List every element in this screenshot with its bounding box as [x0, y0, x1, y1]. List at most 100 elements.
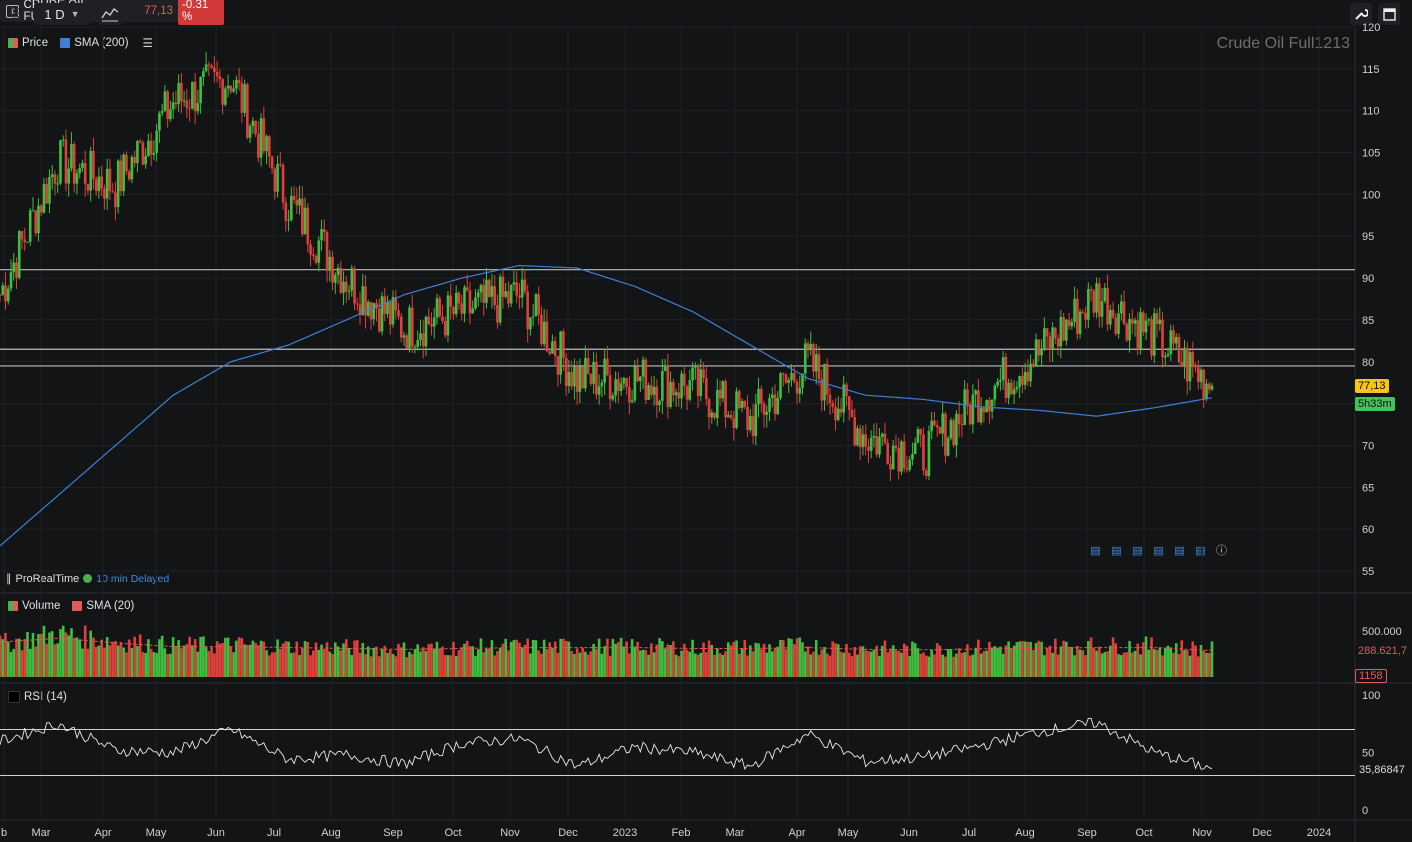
candle-body	[1095, 283, 1098, 313]
y-tick-label: 70	[1362, 440, 1374, 452]
event-icon[interactable]: ▤	[1174, 545, 1185, 557]
legend-sma200-label[interactable]: SMA (200)	[74, 37, 129, 49]
volume-bar	[465, 640, 469, 677]
toolbar: ⠿ 1 D ▼ i CRUDE OIL FULL1213 77,13 -0.31…	[0, 0, 1412, 28]
timeframe-select[interactable]: 1 D ▼	[34, 3, 90, 25]
candle-body	[262, 118, 266, 152]
volume-bar	[144, 652, 147, 677]
candle-body	[320, 229, 323, 241]
volume-bar	[699, 652, 703, 677]
candle-body	[1166, 354, 1170, 356]
volume-bar	[1034, 642, 1038, 677]
volume-bar	[443, 655, 447, 677]
list-icon[interactable]: ☰	[142, 38, 153, 50]
candle-body	[413, 346, 417, 348]
volume-bar	[1139, 654, 1142, 677]
candle-body	[229, 85, 233, 92]
info-icon[interactable]: ⓘ	[1216, 545, 1227, 557]
x-tick-label: Dec	[1252, 827, 1272, 839]
candle-body	[344, 281, 348, 292]
volume-bar	[103, 647, 106, 677]
candle-body	[617, 379, 620, 392]
candle-body	[1207, 383, 1211, 390]
candle-body	[358, 304, 362, 316]
volume-bar	[952, 656, 955, 677]
volume-bar	[628, 653, 631, 677]
volume-bar	[1092, 647, 1096, 677]
candle-body	[523, 279, 527, 292]
volume-bar	[295, 641, 299, 677]
event-icon[interactable]: ▤	[1132, 545, 1143, 557]
candle-body	[705, 378, 708, 400]
candle-body	[452, 306, 455, 315]
candle-body	[1029, 363, 1032, 382]
candle-body	[446, 295, 450, 336]
candle-body	[1128, 318, 1131, 341]
candle-body	[1045, 328, 1049, 337]
volume-bar	[765, 652, 769, 677]
legend-volume-sma-label[interactable]: SMA (20)	[86, 600, 135, 612]
event-icon[interactable]: ▤	[1090, 545, 1101, 557]
candle-body	[9, 272, 13, 289]
legend-price-label[interactable]: Price	[22, 37, 49, 49]
candle-body	[325, 232, 329, 271]
volume-bar	[930, 649, 933, 677]
candle-body	[243, 84, 246, 113]
candle-body	[188, 108, 191, 110]
candle-body	[394, 297, 398, 311]
candle-body	[858, 428, 862, 448]
candle-body	[889, 463, 892, 470]
candle-body	[1150, 319, 1153, 356]
candle-body	[861, 434, 865, 448]
info-icon[interactable]: i	[6, 4, 19, 18]
volume-bar	[100, 639, 103, 677]
volume-bar	[270, 652, 274, 677]
candle-body	[595, 361, 598, 395]
volume-bar	[507, 650, 510, 677]
candle-body	[801, 373, 804, 389]
candle-body	[823, 363, 826, 401]
candle-body	[498, 276, 502, 323]
candle-body	[1062, 316, 1065, 341]
candle-body	[312, 254, 315, 257]
volume-bar	[531, 639, 535, 677]
y-tick-label: 60	[1362, 524, 1374, 536]
maximize-icon[interactable]	[1378, 3, 1400, 25]
candle-body	[12, 262, 16, 273]
legend-rsi-label[interactable]: RSI (14)	[24, 691, 67, 703]
chart-type-button[interactable]	[98, 3, 122, 25]
event-icon[interactable]: ▤	[1111, 545, 1122, 557]
volume-bar	[325, 642, 329, 677]
wrench-icon[interactable]	[1350, 3, 1372, 25]
event-icon[interactable]: ▤	[1195, 545, 1206, 557]
volume-bar	[435, 641, 439, 677]
volume-bar	[518, 642, 521, 677]
candle-body	[265, 136, 268, 152]
candle-body	[545, 321, 549, 352]
volume-bar	[606, 638, 609, 677]
candle-body	[1141, 312, 1145, 333]
volume-bar	[636, 641, 639, 677]
volume-bar	[1015, 642, 1019, 677]
candle-body	[724, 381, 727, 418]
volume-bar	[856, 654, 859, 677]
volume-bar	[831, 641, 835, 677]
volume-bar	[1202, 650, 1206, 677]
candle-body	[1070, 321, 1074, 327]
event-icon[interactable]: ▤	[1153, 545, 1164, 557]
candle-body	[72, 144, 76, 184]
volume-bar	[26, 631, 29, 677]
candle-body	[48, 177, 51, 204]
candle-body	[1018, 375, 1021, 388]
volume-bar	[938, 645, 942, 677]
candle-body	[427, 316, 431, 325]
volume-bar	[834, 643, 837, 677]
volume-bar	[661, 641, 664, 677]
candle-body	[83, 163, 87, 184]
candle-body	[520, 279, 524, 298]
volume-bar	[185, 644, 189, 677]
volume-bar	[312, 650, 315, 677]
drag-handle-icon[interactable]: ⠿	[10, 5, 22, 22]
volume-bar	[809, 654, 813, 677]
